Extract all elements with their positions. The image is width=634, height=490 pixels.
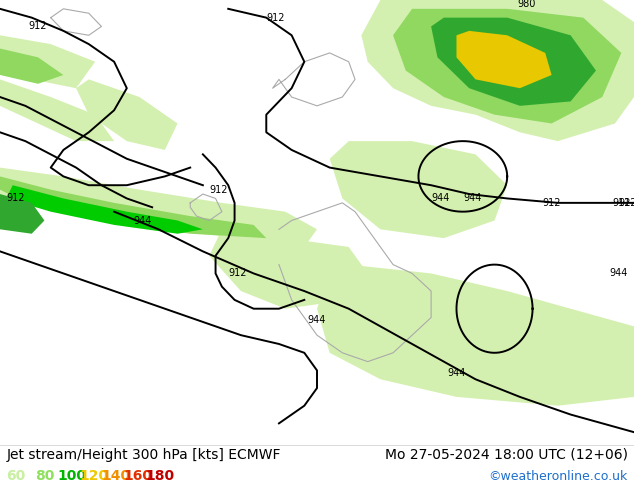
Text: Mo 27-05-2024 18:00 UTC (12+06): Mo 27-05-2024 18:00 UTC (12+06) [385, 448, 628, 462]
Polygon shape [6, 185, 203, 234]
Polygon shape [431, 18, 596, 106]
Polygon shape [0, 35, 95, 88]
Text: 160: 160 [124, 469, 153, 483]
Text: 944: 944 [134, 216, 152, 225]
Text: 80: 80 [35, 469, 55, 483]
Text: 912: 912 [6, 194, 25, 203]
Polygon shape [456, 31, 552, 88]
Text: 912: 912 [29, 22, 48, 31]
Polygon shape [0, 49, 63, 84]
Text: 912: 912 [618, 198, 634, 208]
Text: 60: 60 [6, 469, 25, 483]
Polygon shape [0, 79, 114, 141]
Polygon shape [317, 265, 634, 406]
Text: Jet stream/Height 300 hPa [kts] ECMWF: Jet stream/Height 300 hPa [kts] ECMWF [6, 448, 281, 462]
Text: 944: 944 [609, 269, 628, 278]
Text: 912: 912 [266, 13, 285, 23]
Text: 944: 944 [432, 194, 450, 203]
Polygon shape [0, 168, 317, 247]
Text: 912: 912 [542, 198, 561, 208]
Polygon shape [361, 0, 634, 141]
Polygon shape [393, 9, 621, 123]
Text: 912: 912 [612, 198, 631, 208]
Text: 944: 944 [463, 194, 481, 203]
Text: 912: 912 [228, 269, 247, 278]
Text: 180: 180 [146, 469, 175, 483]
Text: 944: 944 [448, 368, 465, 378]
Polygon shape [76, 79, 178, 150]
Polygon shape [209, 229, 368, 309]
Polygon shape [0, 176, 266, 238]
Text: 140: 140 [101, 469, 131, 483]
Polygon shape [0, 194, 44, 234]
Text: 100: 100 [57, 469, 86, 483]
Text: 944: 944 [308, 315, 326, 325]
Text: 980: 980 [517, 0, 535, 9]
Text: 912: 912 [209, 185, 228, 195]
Text: 120: 120 [79, 469, 108, 483]
Text: ©weatheronline.co.uk: ©weatheronline.co.uk [488, 470, 628, 483]
Polygon shape [330, 141, 507, 238]
